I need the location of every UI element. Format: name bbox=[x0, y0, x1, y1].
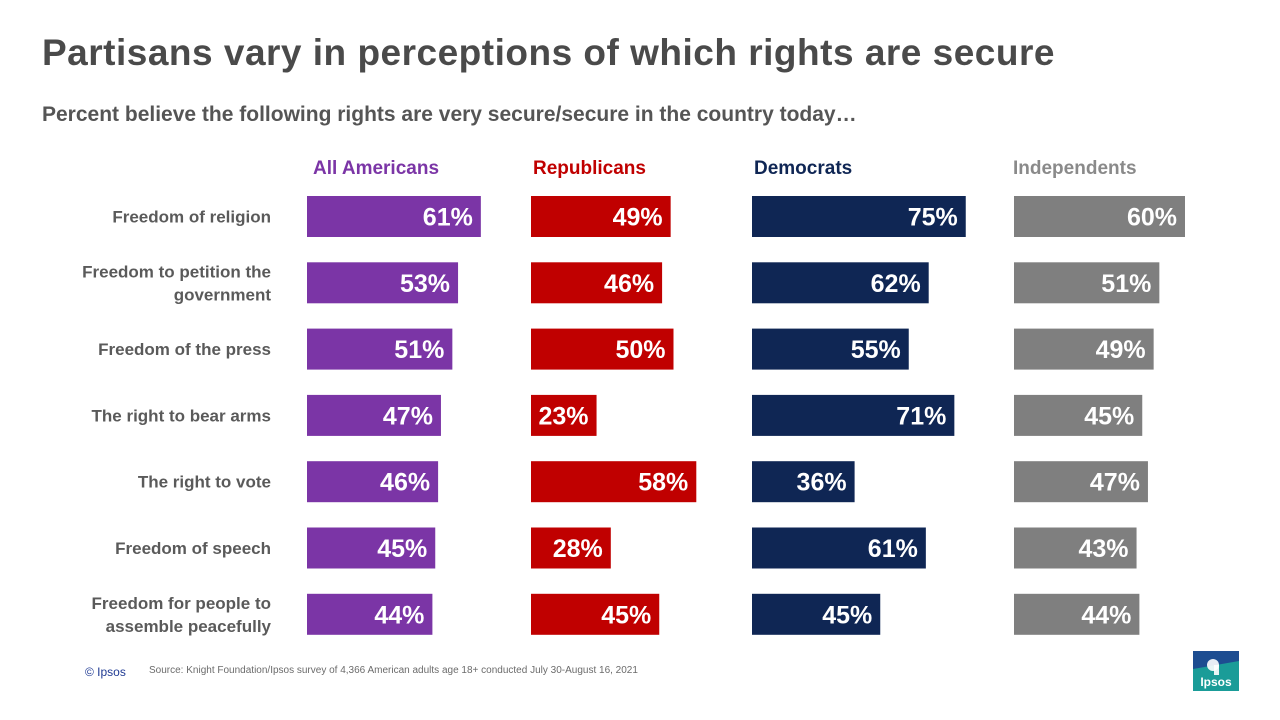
bar-democrats bbox=[752, 461, 855, 503]
category-label: The right to vote bbox=[138, 473, 271, 492]
bar-value-label: 45% bbox=[822, 601, 872, 629]
bar-value-label: 58% bbox=[638, 469, 688, 497]
bar-independents bbox=[1014, 394, 1143, 436]
bar-independents bbox=[1014, 527, 1137, 569]
bar-value-label: 71% bbox=[896, 402, 946, 430]
bar-all-americans bbox=[307, 262, 459, 304]
bar-democrats bbox=[752, 394, 955, 436]
bar-value-label: 47% bbox=[1090, 469, 1140, 497]
bar-all-americans bbox=[307, 461, 439, 503]
bar-all-americans bbox=[307, 593, 433, 635]
category-label: assemble peacefully bbox=[106, 617, 272, 636]
bar-independents bbox=[1014, 328, 1154, 370]
category-label: Freedom of the press bbox=[98, 340, 271, 359]
bar-all-americans bbox=[307, 394, 441, 436]
category-label: The right to bear arms bbox=[92, 406, 271, 425]
bar-value-label: 45% bbox=[601, 601, 651, 629]
bar-value-label: 55% bbox=[851, 336, 901, 364]
bar-value-label: 46% bbox=[604, 270, 654, 298]
bar-value-label: 44% bbox=[374, 601, 424, 629]
bar-democrats bbox=[752, 527, 926, 569]
category-label: Freedom of speech bbox=[115, 539, 271, 558]
ipsos-logo-icon: Ipsos bbox=[1193, 651, 1239, 691]
bar-value-label: 51% bbox=[394, 336, 444, 364]
bar-value-label: 51% bbox=[1101, 270, 1151, 298]
bar-value-label: 49% bbox=[613, 204, 663, 232]
copyright-text: © Ipsos bbox=[85, 665, 126, 679]
series-header-democrats: Democrats bbox=[754, 158, 852, 179]
bar-value-label: 62% bbox=[871, 270, 921, 298]
bar-republicans bbox=[531, 527, 611, 569]
series-header-all-americans: All Americans bbox=[313, 158, 439, 179]
series-header-independents: Independents bbox=[1013, 158, 1137, 179]
page-title: Partisans vary in perceptions of which r… bbox=[42, 32, 1055, 73]
bar-republicans bbox=[531, 196, 671, 237]
category-label: Freedom to petition the bbox=[82, 262, 271, 281]
bar-independents bbox=[1014, 262, 1160, 304]
bar-all-americans bbox=[307, 328, 453, 370]
category-label: government bbox=[174, 285, 272, 304]
bar-independents bbox=[1014, 196, 1185, 237]
bar-value-label: 36% bbox=[797, 469, 847, 497]
bar-value-label: 44% bbox=[1081, 601, 1131, 629]
bar-democrats bbox=[752, 262, 929, 304]
bar-value-label: 43% bbox=[1079, 535, 1129, 563]
bar-value-label: 49% bbox=[1096, 336, 1146, 364]
bar-republicans bbox=[531, 328, 674, 370]
category-label: Freedom of religion bbox=[112, 208, 271, 227]
svg-text:Ipsos: Ipsos bbox=[1200, 675, 1232, 689]
bar-value-label: 60% bbox=[1127, 204, 1177, 232]
series-header-republicans: Republicans bbox=[533, 158, 646, 179]
bar-independents bbox=[1014, 593, 1140, 635]
bar-democrats bbox=[752, 196, 966, 237]
bar-all-americans bbox=[307, 527, 436, 569]
bar-republicans bbox=[531, 593, 660, 635]
category-label: Freedom for people to bbox=[92, 594, 271, 613]
bar-value-label: 45% bbox=[377, 535, 427, 563]
bar-value-label: 46% bbox=[380, 469, 430, 497]
bar-democrats bbox=[752, 328, 909, 370]
bar-republicans bbox=[531, 262, 663, 304]
bar-independents bbox=[1014, 461, 1148, 503]
bar-democrats bbox=[752, 593, 881, 635]
bar-republicans bbox=[531, 461, 697, 503]
bar-republicans bbox=[531, 394, 597, 436]
bar-value-label: 61% bbox=[868, 535, 918, 563]
bar-value-label: 23% bbox=[539, 402, 589, 430]
page-subtitle: Percent believe the following rights are… bbox=[42, 103, 857, 126]
bar-value-label: 50% bbox=[615, 336, 665, 364]
bar-value-label: 45% bbox=[1084, 402, 1134, 430]
bar-value-label: 61% bbox=[423, 204, 473, 232]
bar-value-label: 53% bbox=[400, 270, 450, 298]
bar-all-americans bbox=[307, 196, 481, 237]
bar-value-label: 75% bbox=[908, 204, 958, 232]
bar-value-label: 28% bbox=[553, 535, 603, 563]
bar-value-label: 47% bbox=[383, 402, 433, 430]
source-note: Source: Knight Foundation/Ipsos survey o… bbox=[149, 665, 638, 676]
